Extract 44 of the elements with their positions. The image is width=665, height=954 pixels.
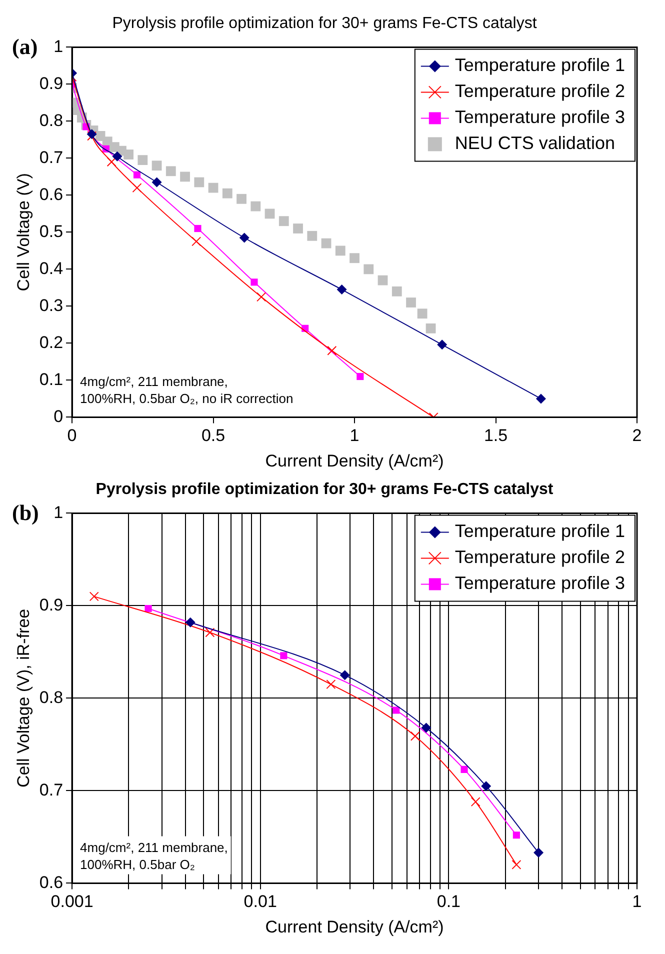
annotation: 4mg/cm², 211 membrane, [80,374,228,390]
legend-label: NEU CTS validation [454,133,615,154]
x-tick-label: 1 [632,892,642,912]
y-tick-label: 0 [54,406,64,426]
y-tick-label: 0.6 [39,872,64,892]
y-tick-label: 0.8 [39,110,64,130]
y-tick-label: 1 [54,502,64,522]
x-tick-label: 0.5 [201,426,226,446]
y-tick-label: 0.4 [39,258,64,278]
y-tick-label: 0.8 [39,688,64,707]
x-tick-label: 2 [632,426,642,446]
y-axis-title: Cell Voltage (V) [14,173,33,292]
y-tick-label: 0.5 [39,222,64,241]
x-tick-label: 0.001 [50,892,94,912]
legend-label: Temperature profile 1 [454,521,626,542]
x-tick-label: 1.5 [484,426,508,446]
annotation: 4mg/cm², 211 membrane, [80,840,228,856]
legend-label: Temperature profile 2 [454,81,626,102]
y-tick-label: 0.7 [39,148,64,167]
y-tick-label: 0.2 [39,332,64,352]
x-axis-title: Current Density (A/cm²) [265,917,444,936]
chart-title: Pyrolysis profile optimization for 30+ grams Fe-CTS catalyst [112,15,538,32]
text: (a) [12,34,38,59]
chart-title: Pyrolysis profile optimization for 30+ grams Fe-CTS catalyst [96,481,554,498]
x-tick-label: 1 [350,426,360,446]
text: (b) [12,500,39,525]
legend-label: Temperature profile 1 [454,55,626,76]
legend-label: Temperature profile 3 [454,107,626,128]
annotation: 100%RH, 0.5bar O₂ [80,857,195,872]
x-tick-label: 0.1 [436,892,460,912]
y-tick-label: 0.9 [39,74,64,93]
y-tick-label: 1 [54,36,64,56]
legend-label: Temperature profile 2 [454,547,626,568]
legend-label: Temperature profile 3 [454,573,626,594]
x-axis-title: Current Density (A/cm²) [265,451,444,470]
annotation: 100%RH, 0.5bar O₂, no iR correction [80,391,294,406]
x-tick-label: 0 [67,426,77,446]
y-axis-title: Cell Voltage (V), iR-free [14,608,33,788]
y-tick-label: 0.1 [39,370,64,389]
y-tick-label: 0.9 [39,595,64,614]
y-tick-label: 0.6 [39,184,64,204]
y-tick-label: 0.7 [39,780,64,800]
y-tick-label: 0.3 [39,296,64,315]
x-tick-label: 0.01 [244,892,277,912]
